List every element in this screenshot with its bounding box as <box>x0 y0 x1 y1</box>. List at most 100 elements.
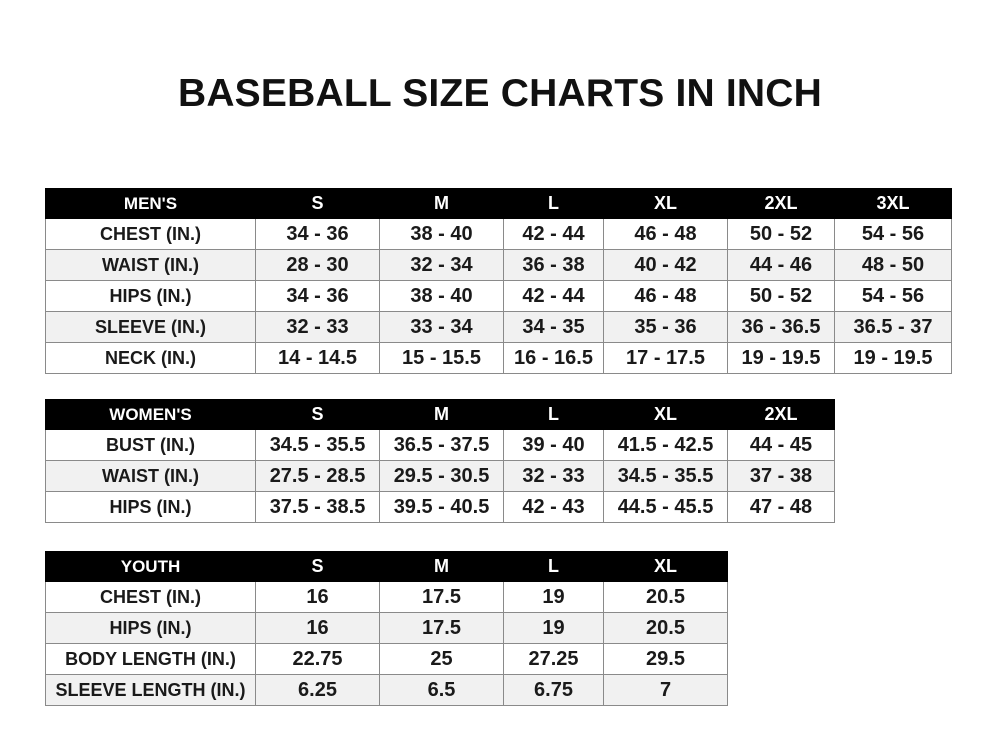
measurement-value: 37.5 - 38.5 <box>255 491 380 523</box>
measurement-value: 39.5 - 40.5 <box>379 491 504 523</box>
size-column-header: L <box>503 551 604 582</box>
measurement-value: 36 - 38 <box>503 249 604 281</box>
size-column-header: 2XL <box>727 188 835 219</box>
measurement-value: 44 - 46 <box>727 249 835 281</box>
youth-size-table: YOUTH S M L XL CHEST (IN.) 16 17.5 19 20.5 HIPS (I… <box>45 551 728 706</box>
measurement-value: 17.5 <box>379 581 504 613</box>
size-column-header: XL <box>603 399 728 430</box>
measurement-value: 42 - 43 <box>503 491 604 523</box>
measurement-value: 27.25 <box>503 643 604 675</box>
measurement-value: 34 - 35 <box>503 311 604 343</box>
measurement-value: 17.5 <box>379 612 504 644</box>
table-row: HIPS (IN.) 34 - 36 38 - 40 42 - 44 46 - 48 50… <box>45 280 952 312</box>
measurement-label: WAIST (IN.) <box>45 460 256 492</box>
measurement-value: 27.5 - 28.5 <box>255 460 380 492</box>
table-row: BODY LENGTH (IN.) 22.75 25 27.25 29.5 <box>45 643 728 675</box>
measurement-value: 41.5 - 42.5 <box>603 429 728 461</box>
measurement-value: 28 - 30 <box>255 249 380 281</box>
table-row: HIPS (IN.) 37.5 - 38.5 39.5 - 40.5 42 - 43 4… <box>45 491 835 523</box>
measurement-value: 29.5 - 30.5 <box>379 460 504 492</box>
size-column-header: 3XL <box>834 188 952 219</box>
table-row: WAIST (IN.) 28 - 30 32 - 34 36 - 38 40 - 42 4… <box>45 249 952 281</box>
size-column-header: M <box>379 551 504 582</box>
table-row: SLEEVE (IN.) 32 - 33 33 - 34 34 - 35 35 - 36… <box>45 311 952 343</box>
measurement-value: 42 - 44 <box>503 280 604 312</box>
measurement-label: SLEEVE (IN.) <box>45 311 256 343</box>
measurement-value: 33 - 34 <box>379 311 504 343</box>
measurement-value: 35 - 36 <box>603 311 728 343</box>
size-column-header: L <box>503 188 604 219</box>
measurement-value: 47 - 48 <box>727 491 835 523</box>
size-column-header: S <box>255 551 380 582</box>
measurement-value: 7 <box>603 674 728 706</box>
measurement-value: 19 - 19.5 <box>727 342 835 374</box>
measurement-value: 54 - 56 <box>834 280 952 312</box>
measurement-value: 6.25 <box>255 674 380 706</box>
measurement-value: 29.5 <box>603 643 728 675</box>
measurement-value: 19 <box>503 612 604 644</box>
measurement-value: 20.5 <box>603 581 728 613</box>
header-row: WOMEN'S S M L XL 2XL <box>45 399 835 430</box>
measurement-value: 36.5 - 37.5 <box>379 429 504 461</box>
table-row: SLEEVE LENGTH (IN.) 6.25 6.5 6.75 7 <box>45 674 728 706</box>
table-row: NECK (IN.) 14 - 14.5 15 - 15.5 16 - 16.5 17 … <box>45 342 952 374</box>
measurement-label: CHEST (IN.) <box>45 581 256 613</box>
measurement-label: NECK (IN.) <box>45 342 256 374</box>
measurement-value: 15 - 15.5 <box>379 342 504 374</box>
measurement-value: 17 - 17.5 <box>603 342 728 374</box>
measurement-label: HIPS (IN.) <box>45 280 256 312</box>
measurement-value: 16 <box>255 581 380 613</box>
measurement-value: 34 - 36 <box>255 218 380 250</box>
mens-size-table: MEN'S S M L XL 2XL 3XL CHEST (IN.) 34 - 36 38 - 4… <box>45 188 952 374</box>
table-row: HIPS (IN.) 16 17.5 19 20.5 <box>45 612 728 644</box>
measurement-value: 39 - 40 <box>503 429 604 461</box>
measurement-value: 32 - 33 <box>255 311 380 343</box>
measurement-value: 40 - 42 <box>603 249 728 281</box>
measurement-label: SLEEVE LENGTH (IN.) <box>45 674 256 706</box>
measurement-value: 16 <box>255 612 380 644</box>
measurement-value: 34 - 36 <box>255 280 380 312</box>
measurement-value: 44.5 - 45.5 <box>603 491 728 523</box>
measurement-label: WAIST (IN.) <box>45 249 256 281</box>
table-category-header: YOUTH <box>45 551 256 582</box>
measurement-value: 32 - 33 <box>503 460 604 492</box>
womens-size-table: WOMEN'S S M L XL 2XL BUST (IN.) 34.5 - 35.5 36.5… <box>45 399 835 523</box>
table-category-header: MEN'S <box>45 188 256 219</box>
measurement-value: 44 - 45 <box>727 429 835 461</box>
measurement-value: 34.5 - 35.5 <box>603 460 728 492</box>
measurement-label: BUST (IN.) <box>45 429 256 461</box>
header-row: MEN'S S M L XL 2XL 3XL <box>45 188 952 219</box>
size-column-header: M <box>379 399 504 430</box>
table-row: CHEST (IN.) 16 17.5 19 20.5 <box>45 581 728 613</box>
measurement-value: 20.5 <box>603 612 728 644</box>
measurement-value: 50 - 52 <box>727 218 835 250</box>
size-column-header: L <box>503 399 604 430</box>
header-row: YOUTH S M L XL <box>45 551 728 582</box>
measurement-value: 38 - 40 <box>379 280 504 312</box>
measurement-label: HIPS (IN.) <box>45 491 256 523</box>
measurement-value: 54 - 56 <box>834 218 952 250</box>
page-title: BASEBALL SIZE CHARTS IN INCH <box>177 72 823 115</box>
measurement-label: BODY LENGTH (IN.) <box>45 643 256 675</box>
measurement-value: 34.5 - 35.5 <box>255 429 380 461</box>
measurement-value: 22.75 <box>255 643 380 675</box>
measurement-value: 32 - 34 <box>379 249 504 281</box>
measurement-value: 19 - 19.5 <box>834 342 952 374</box>
measurement-label: CHEST (IN.) <box>45 218 256 250</box>
size-column-header: XL <box>603 551 728 582</box>
measurement-label: HIPS (IN.) <box>45 612 256 644</box>
measurement-value: 50 - 52 <box>727 280 835 312</box>
measurement-value: 14 - 14.5 <box>255 342 380 374</box>
measurement-value: 16 - 16.5 <box>503 342 604 374</box>
measurement-value: 42 - 44 <box>503 218 604 250</box>
measurement-value: 36.5 - 37 <box>834 311 952 343</box>
measurement-value: 6.75 <box>503 674 604 706</box>
size-column-header: 2XL <box>727 399 835 430</box>
measurement-value: 37 - 38 <box>727 460 835 492</box>
table-row: WAIST (IN.) 27.5 - 28.5 29.5 - 30.5 32 - 33… <box>45 460 835 492</box>
table-row: BUST (IN.) 34.5 - 35.5 36.5 - 37.5 39 - 40 4… <box>45 429 835 461</box>
measurement-value: 6.5 <box>379 674 504 706</box>
measurement-value: 19 <box>503 581 604 613</box>
measurement-value: 48 - 50 <box>834 249 952 281</box>
table-category-header: WOMEN'S <box>45 399 256 430</box>
